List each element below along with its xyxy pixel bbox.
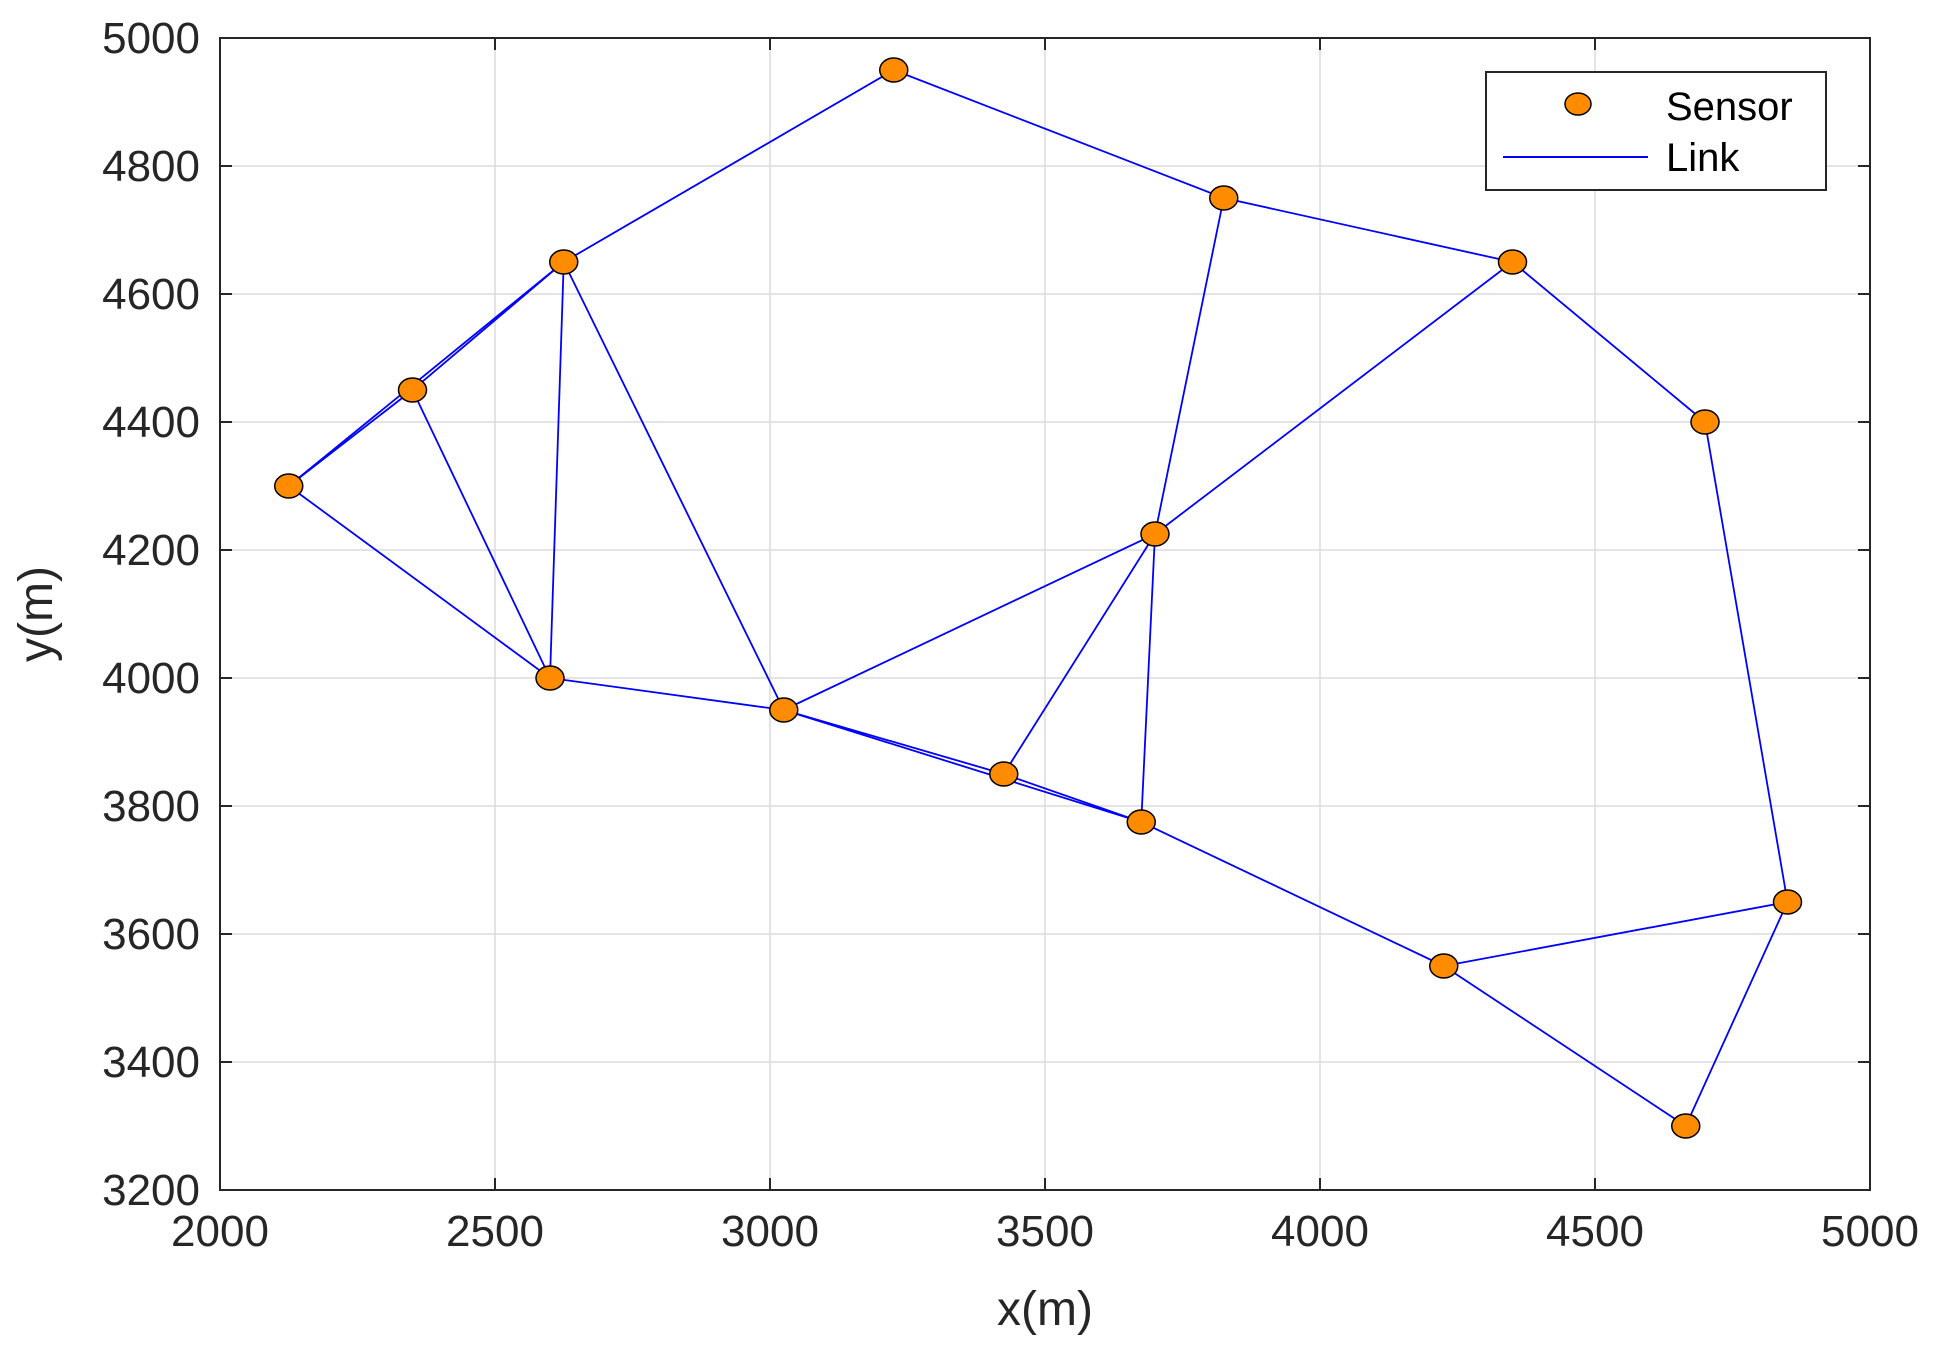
sensor-point-I xyxy=(1140,521,1170,547)
sensor-point-N xyxy=(1772,889,1803,915)
link-line-G-H xyxy=(1003,773,1142,823)
link-line-K-N xyxy=(1443,901,1788,967)
link-series xyxy=(288,69,1789,1127)
sensor-point-K xyxy=(1429,953,1459,979)
link-line-A-D xyxy=(288,485,551,679)
x-tick-label: 5000 xyxy=(1821,1207,1919,1256)
sensor-point-C xyxy=(549,249,579,275)
sensor-point-B xyxy=(397,377,428,403)
link-line-C-F xyxy=(563,69,895,263)
link-line-I-L xyxy=(1154,261,1514,535)
link-line-C-E xyxy=(562,261,785,711)
sensor-point-J xyxy=(1209,185,1239,211)
y-tick-label: 4400 xyxy=(102,398,200,447)
y-tick-label: 4000 xyxy=(102,654,200,703)
link-line-K-O xyxy=(1443,965,1687,1127)
link-line-H-I xyxy=(1140,533,1156,823)
link-line-G-I xyxy=(1002,533,1156,775)
link-line-C-D xyxy=(549,261,565,679)
x-tick-label: 4000 xyxy=(1271,1207,1369,1256)
x-tick-label: 4500 xyxy=(1546,1207,1644,1256)
sensor-point-O xyxy=(1671,1113,1701,1139)
link-line-A-C xyxy=(288,261,565,487)
link-line-B-C xyxy=(411,261,565,391)
sensor-series xyxy=(274,57,1803,1139)
y-tick-label: 3400 xyxy=(102,1038,200,1087)
legend-sensor-label: Sensor xyxy=(1666,85,1793,129)
link-line-J-L xyxy=(1223,197,1513,263)
legend-link-label: Link xyxy=(1666,136,1740,180)
y-tick-label: 3600 xyxy=(102,910,200,959)
y-axis-title: y(m) xyxy=(10,566,63,662)
sensor-point-A xyxy=(274,473,304,499)
sensor-point-E xyxy=(769,697,799,723)
legend: Sensor Link xyxy=(1485,71,1827,191)
y-tick-label: 4200 xyxy=(102,526,200,575)
link-line-I-J xyxy=(1154,197,1225,535)
link-line-H-K xyxy=(1140,821,1445,967)
link-line-N-O xyxy=(1684,901,1789,1127)
y-tick-label: 3800 xyxy=(102,782,200,831)
x-axis-title: x(m) xyxy=(997,1283,1093,1336)
legend-box xyxy=(1485,71,1827,191)
axis-ticks: 2000 2500 3000 3500 4000 4500 5000 3200 3400 3600… xyxy=(102,14,1919,1256)
y-tick-label: 4800 xyxy=(102,142,200,191)
link-line-M-N xyxy=(1704,421,1789,903)
sensor-point-H xyxy=(1126,809,1156,835)
sensor-point-L xyxy=(1497,249,1528,275)
sensor-point-D xyxy=(535,665,565,691)
legend-sensor-marker xyxy=(1564,92,1592,116)
x-tick-label: 3500 xyxy=(996,1207,1094,1256)
sensor-point-F xyxy=(879,57,909,83)
y-tick-label: 4600 xyxy=(102,270,200,319)
y-tick-label: 3200 xyxy=(102,1166,200,1215)
link-line-D-E xyxy=(549,677,784,711)
x-tick-label: 2500 xyxy=(446,1207,544,1256)
y-tick-label: 5000 xyxy=(102,14,200,63)
sensor-point-M xyxy=(1690,409,1720,435)
link-line-E-I xyxy=(783,533,1156,711)
link-line-L-M xyxy=(1511,261,1706,423)
sensor-point-G xyxy=(989,761,1019,787)
link-line-B-D xyxy=(411,389,551,679)
x-tick-label: 3000 xyxy=(721,1207,819,1256)
x-tick-label: 2000 xyxy=(171,1207,269,1256)
link-line-F-J xyxy=(893,69,1225,199)
link-line-E-H xyxy=(783,709,1142,823)
